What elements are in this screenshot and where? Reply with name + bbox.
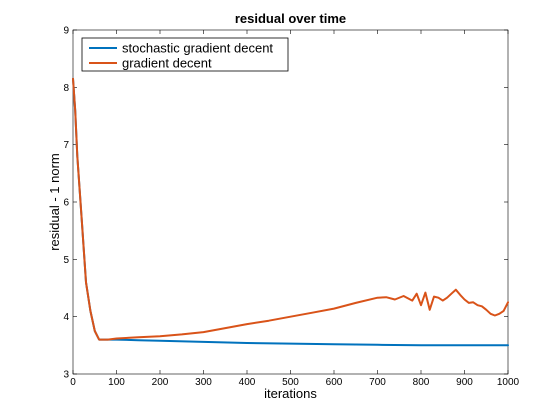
chart-title: residual over time <box>235 11 346 26</box>
y-axis-label: residual - 1 norm <box>47 153 62 251</box>
y-tick-label: 6 <box>63 198 69 209</box>
y-tick-label: 7 <box>63 140 69 151</box>
y-tick-label: 5 <box>63 255 69 266</box>
x-tick-label: 300 <box>195 377 212 388</box>
legend-label: gradient decent <box>122 56 212 71</box>
x-axis-label: iterations <box>264 386 317 401</box>
x-tick-label: 400 <box>239 377 256 388</box>
series-lines <box>73 79 508 346</box>
y-tick-label: 8 <box>63 83 69 94</box>
x-tick-label: 100 <box>108 377 125 388</box>
x-tick-label: 900 <box>456 377 473 388</box>
plot-area <box>73 30 508 374</box>
x-tick-label: 700 <box>369 377 386 388</box>
x-tick-label: 1000 <box>497 377 520 388</box>
x-tick-label: 800 <box>413 377 430 388</box>
x-tick-label: 600 <box>326 377 343 388</box>
y-tick-label: 9 <box>63 26 69 37</box>
x-tick-label: 0 <box>70 377 76 388</box>
series-line-stochastic-gradient-decent <box>73 79 508 346</box>
legend-label: stochastic gradient decent <box>122 41 273 56</box>
series-line-gradient-decent <box>73 79 508 340</box>
x-tick-label: 200 <box>152 377 169 388</box>
y-tick-label: 4 <box>63 312 69 323</box>
y-tick-label: 3 <box>63 370 69 381</box>
